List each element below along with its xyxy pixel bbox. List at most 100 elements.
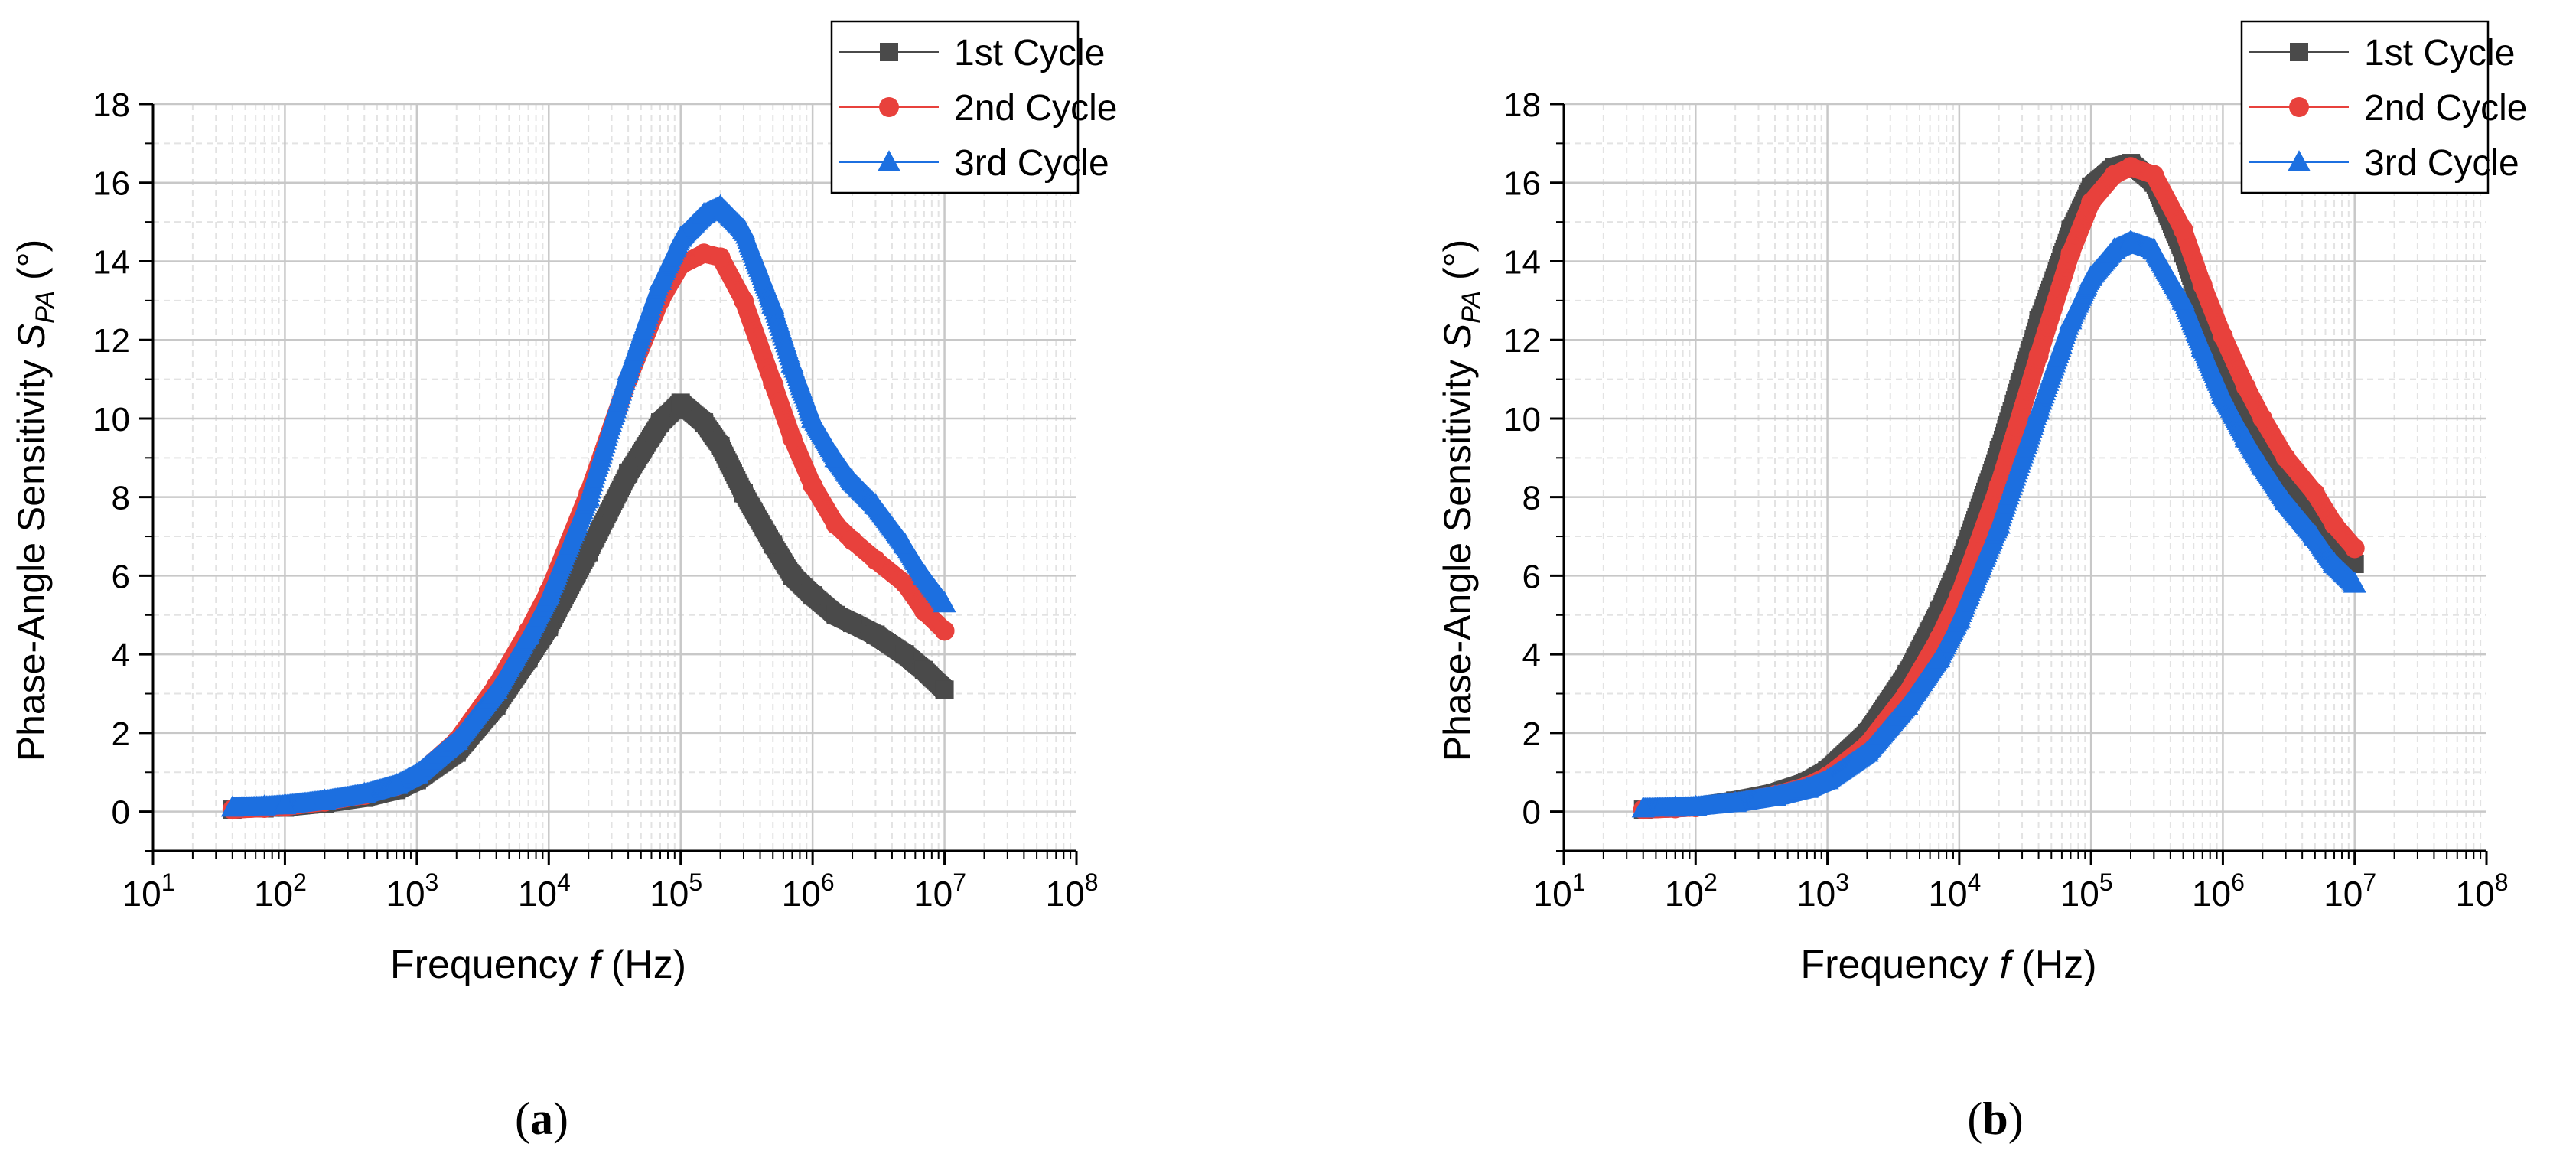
data-point: [2323, 552, 2346, 573]
x-tick-base: 10: [386, 874, 425, 914]
panel-caption: (a): [515, 1093, 568, 1144]
data-point: [782, 428, 803, 448]
y-tick-label: 6: [112, 558, 130, 595]
x-tick-exponent: 7: [953, 868, 966, 896]
data-point: [843, 614, 862, 633]
panel-caption: (b): [1967, 1093, 2023, 1144]
legend-label: 3rd Cycle: [2364, 143, 2519, 184]
x-tick-exponent: 2: [1704, 868, 1718, 896]
caption-open-paren: (: [515, 1093, 530, 1144]
data-point: [2190, 335, 2214, 357]
data-point: [824, 445, 848, 468]
data-point: [734, 484, 753, 503]
x-tick-exponent: 1: [161, 868, 175, 896]
data-point: [2102, 237, 2126, 259]
data-point: [220, 795, 244, 817]
y-tick-label: 0: [112, 794, 130, 832]
data-point: [1855, 740, 1879, 762]
series-3: [1631, 229, 2366, 818]
data-point: [2060, 243, 2081, 264]
legend-marker: [878, 150, 900, 171]
x-tick-label: 106: [2192, 868, 2245, 914]
data-point: [2081, 192, 2102, 213]
data-point: [803, 586, 822, 605]
x-tick-exponent: 8: [1085, 868, 1099, 896]
y-axis-title-unit: (°): [10, 239, 53, 291]
caption-close-paren: ): [2008, 1093, 2024, 1144]
y-tick-label: 10: [93, 401, 130, 438]
x-axis-title-variable: f: [2000, 943, 2014, 987]
data-point: [2304, 483, 2325, 503]
grid: [153, 103, 1076, 852]
y-axis-title-subscript: PA: [31, 291, 60, 324]
x-tick-label: 104: [518, 868, 571, 914]
x-tick-base: 10: [1665, 874, 1704, 914]
data-point: [671, 393, 690, 412]
data-point: [826, 605, 845, 624]
x-tick-base: 10: [1796, 874, 1835, 914]
data-point: [577, 484, 601, 507]
y-axis-title-variable: S: [1436, 324, 1479, 349]
x-tick-label: 105: [650, 868, 702, 914]
x-axis-title-text: Frequency: [1800, 943, 1999, 987]
legend: 1st Cycle 2nd Cycle 3rd Cycle: [830, 20, 1117, 194]
legend: 1st Cycle 2nd Cycle 3rd Cycle: [2240, 20, 2527, 194]
x-tick-exponent: 8: [2495, 868, 2509, 896]
x-axis-title: Frequency f (Hz): [390, 943, 686, 987]
data-point: [913, 601, 934, 621]
data-point: [252, 794, 276, 816]
x-tick-label: 102: [254, 868, 307, 914]
data-point: [841, 469, 865, 491]
data-point: [764, 535, 783, 554]
data-point: [484, 677, 508, 699]
x-tick-label: 102: [1665, 868, 1718, 914]
data-point: [803, 475, 823, 496]
legend-marker: [880, 43, 898, 61]
data-point: [2251, 453, 2275, 475]
data-point: [617, 359, 640, 381]
x-tick-label: 101: [122, 868, 175, 914]
y-tick-label: 14: [93, 243, 130, 281]
data-point: [405, 761, 428, 784]
data-point: [2027, 398, 2050, 420]
data-point: [353, 781, 376, 803]
x-tick-label: 108: [1046, 868, 1099, 914]
x-tick-label: 107: [913, 868, 966, 914]
data-point: [1987, 512, 2011, 534]
y-tick-label: 12: [93, 322, 130, 360]
x-tick-label: 106: [782, 868, 835, 914]
data-point: [2119, 229, 2143, 251]
legend-marker: [879, 97, 899, 117]
caption-open-paren: (: [1967, 1093, 1982, 1144]
data-point: [649, 269, 672, 291]
data-point: [1795, 776, 1819, 798]
data-point: [2211, 383, 2235, 405]
legend-label: 3rd Cycle: [954, 143, 1109, 184]
data-point: [866, 625, 885, 644]
data-point: [1663, 795, 1687, 817]
x-tick-base: 10: [2060, 874, 2099, 914]
y-axis-title-variable: S: [10, 324, 53, 349]
legend-marker: [2288, 150, 2311, 171]
x-axis-title-unit: (Hz): [600, 943, 686, 987]
x-tick-base: 10: [254, 874, 293, 914]
data-point: [2234, 425, 2258, 448]
data-point: [619, 464, 638, 483]
y-tick-label: 2: [112, 715, 130, 753]
data-point: [2252, 408, 2273, 428]
x-axis-title-variable: f: [589, 943, 604, 987]
x-tick-base: 10: [2324, 874, 2363, 914]
data-point: [579, 543, 598, 562]
series-3: [220, 194, 956, 817]
data-point: [385, 772, 409, 794]
data-point: [708, 194, 732, 216]
x-tick-base: 10: [1928, 874, 1967, 914]
data-point: [2079, 265, 2103, 286]
legend-marker: [2290, 43, 2308, 61]
y-tick-label: 14: [1503, 243, 1541, 281]
x-axis-title-text: Frequency: [390, 943, 589, 987]
x-tick-exponent: 4: [557, 868, 571, 896]
data-point: [2344, 538, 2365, 559]
x-tick-base: 10: [1533, 874, 1572, 914]
